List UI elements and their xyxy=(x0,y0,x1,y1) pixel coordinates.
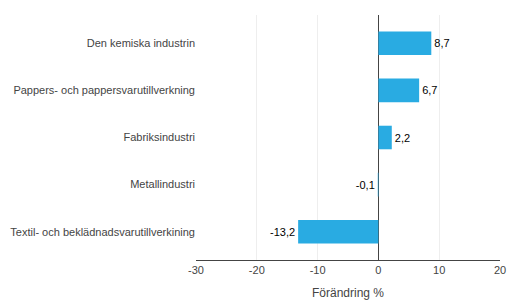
svg-text:10: 10 xyxy=(433,264,445,276)
svg-text:0: 0 xyxy=(375,264,381,276)
svg-text:-0,1: -0,1 xyxy=(356,179,375,191)
svg-text:2,2: 2,2 xyxy=(395,132,410,144)
svg-text:-13,2: -13,2 xyxy=(270,226,295,238)
svg-text:Den kemiska industrin: Den kemiska industrin xyxy=(87,37,195,49)
svg-text:8,7: 8,7 xyxy=(434,37,449,49)
svg-text:-20: -20 xyxy=(249,264,265,276)
svg-text:20: 20 xyxy=(494,264,506,276)
svg-text:-10: -10 xyxy=(310,264,326,276)
svg-text:Metallindustri: Metallindustri xyxy=(130,178,195,190)
svg-text:Förändring %: Förändring % xyxy=(312,286,384,300)
svg-text:Fabriksindustri: Fabriksindustri xyxy=(123,131,195,143)
svg-text:Pappers- och pappersvarutillve: Pappers- och pappersvarutillverkning xyxy=(13,84,195,96)
svg-text:Textil- och beklädnadsvarutill: Textil- och beklädnadsvarutillverkining xyxy=(10,226,195,238)
svg-text:-30: -30 xyxy=(188,264,204,276)
svg-text:6,7: 6,7 xyxy=(422,84,437,96)
